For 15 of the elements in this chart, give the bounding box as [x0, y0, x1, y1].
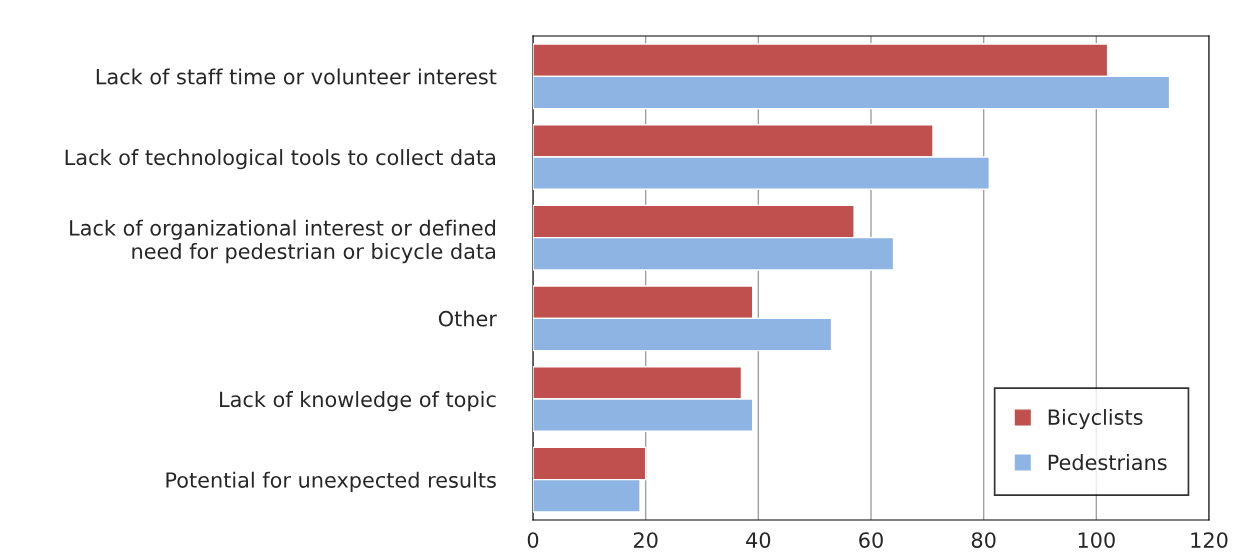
- x-tick-label: 20: [633, 532, 658, 548]
- x-tick-label: 40: [746, 532, 771, 548]
- x-tick-label: 60: [859, 532, 883, 548]
- y-tick-label: Other: [438, 310, 497, 327]
- y-tick-label: Potential for unexpected results: [166, 471, 496, 492]
- y-tick-label: Lack of staff time or volunteer interest: [96, 68, 497, 85]
- y-tick-label: Lack of knowledge of topic: [220, 391, 496, 412]
- x-tick-label: 80: [971, 532, 996, 548]
- y-tick-label: Lack of organizational interest or defined need for pedestrian or bicycle data: [70, 219, 495, 264]
- x-tick-label: 100: [1078, 532, 1115, 548]
- x-tick-label: 0: [527, 532, 539, 548]
- legend-label: Pedestrians: [1048, 454, 1167, 471]
- x-tick-label: 120: [1191, 532, 1228, 548]
- legend-label: Bicyclists: [1048, 408, 1143, 430]
- y-tick-label: Lack of technological tools to collect data: [65, 149, 495, 170]
